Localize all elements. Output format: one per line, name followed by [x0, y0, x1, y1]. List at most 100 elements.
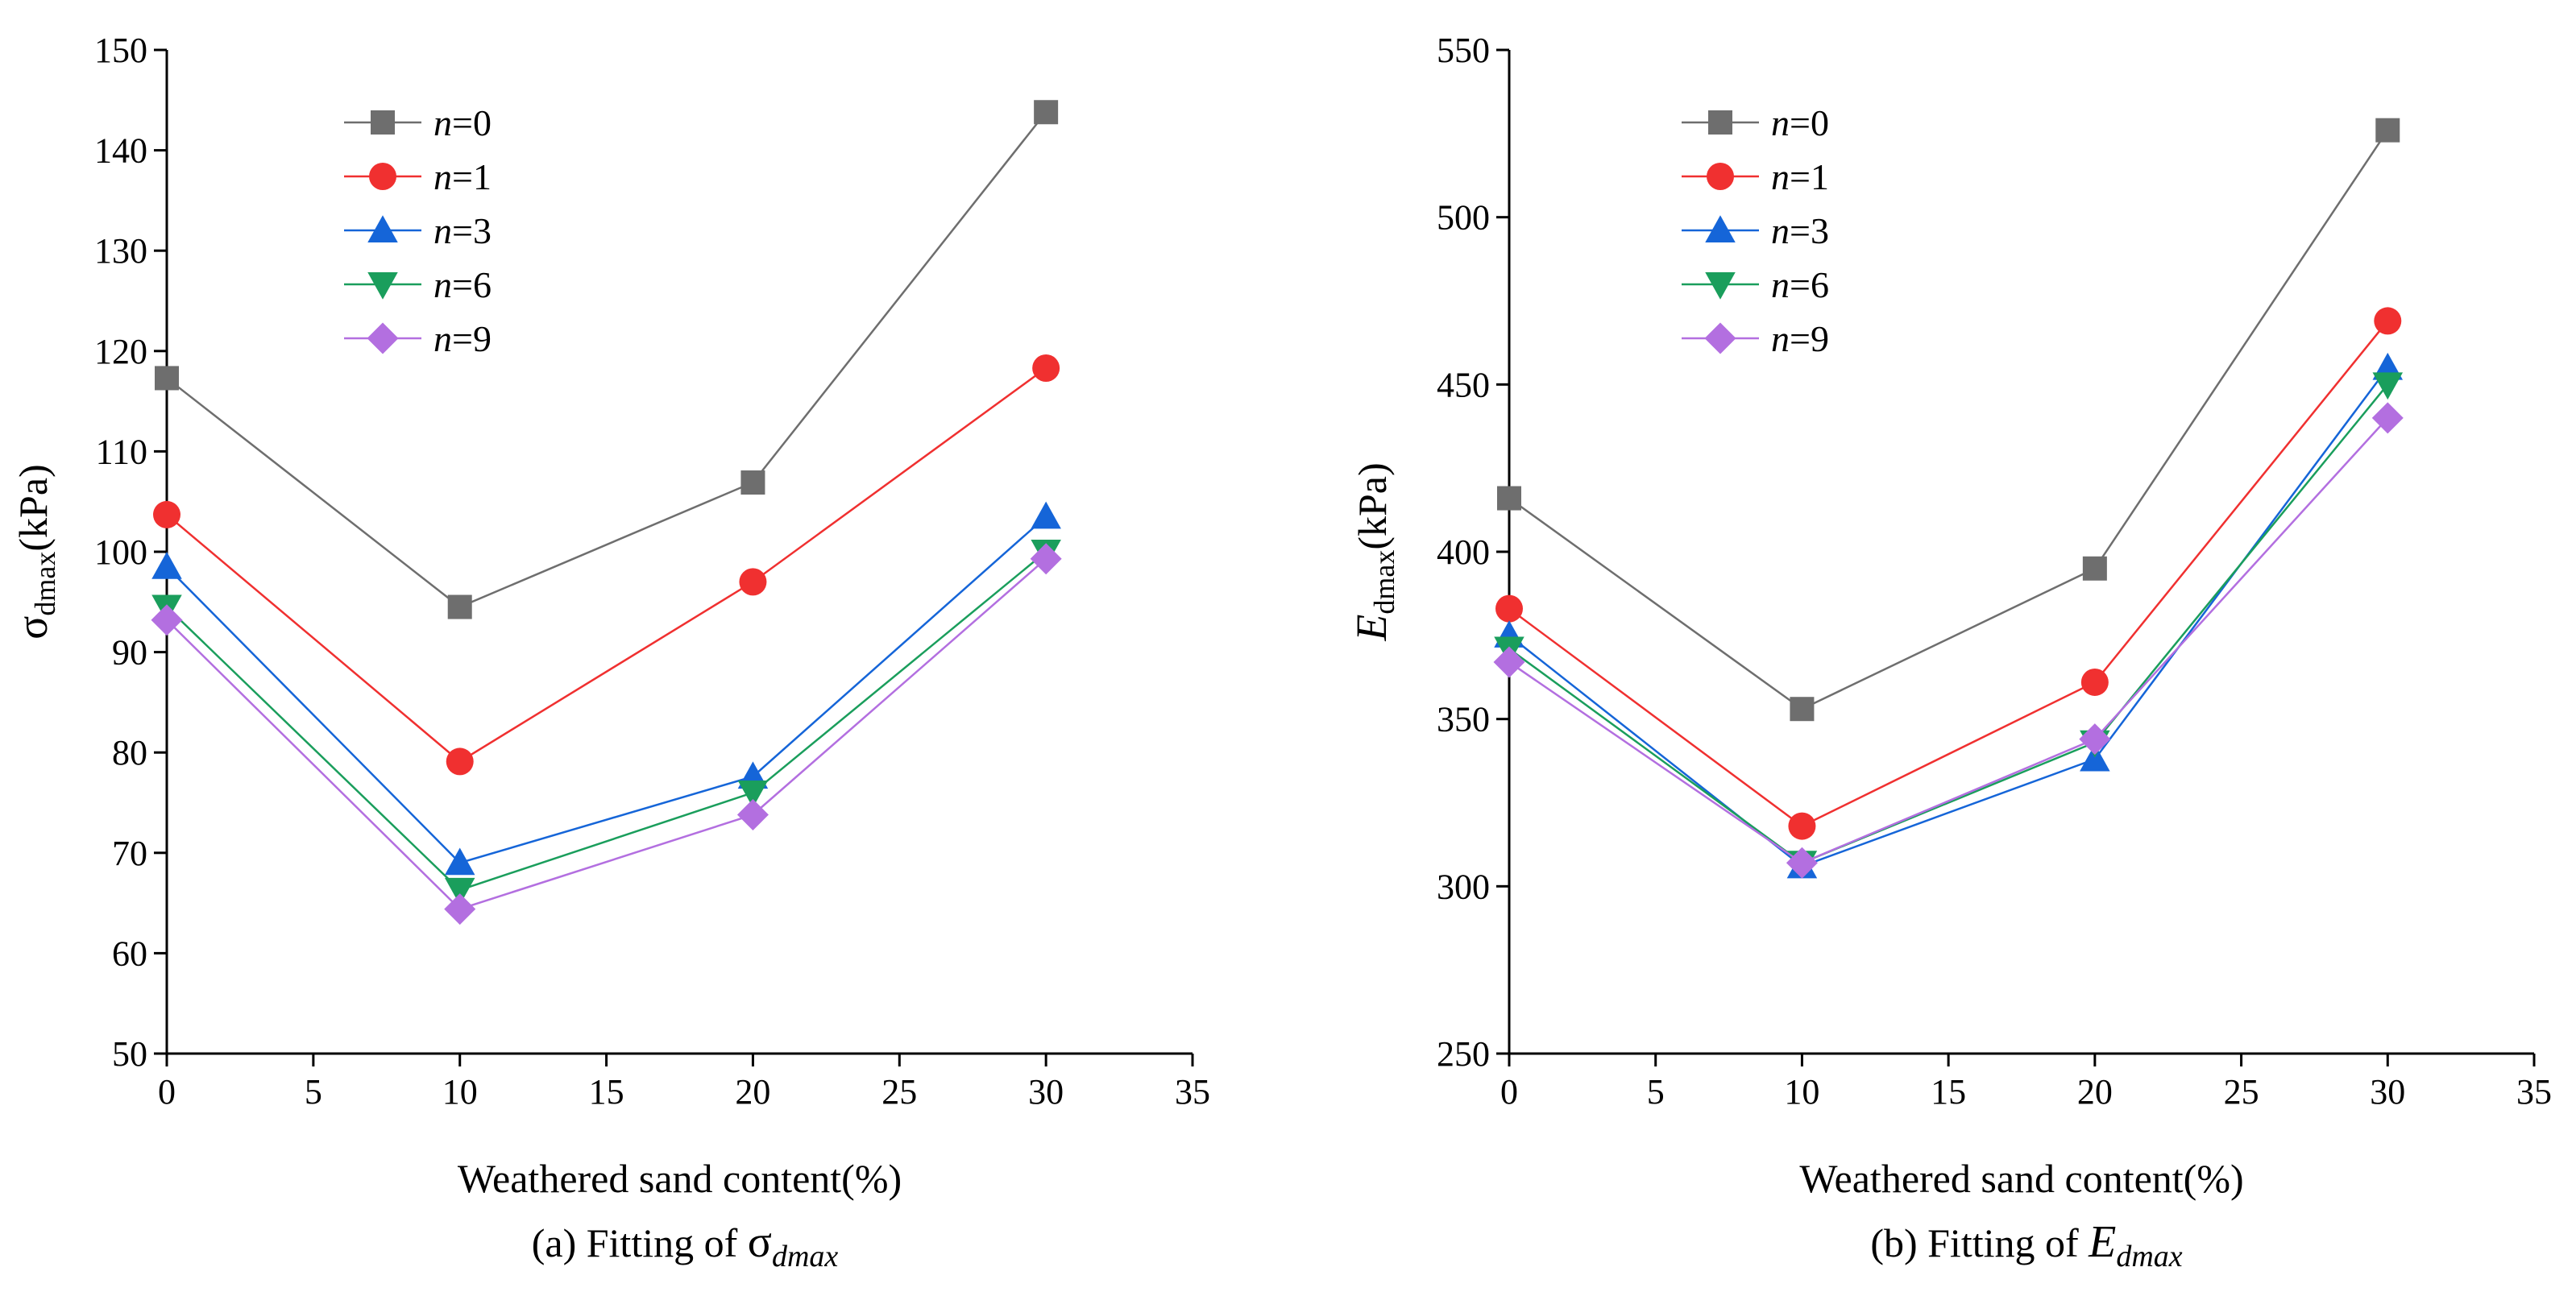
- legend-marker: [1707, 163, 1734, 190]
- legend-label-var: n: [433, 102, 452, 143]
- legend-label: n=0: [1771, 102, 1829, 143]
- y-axis-label-unit: (kPa): [10, 464, 56, 551]
- y-axis-label: Edmax(kPa): [1347, 462, 1400, 641]
- series-line: [1508, 383, 2389, 864]
- series-n6: [1494, 372, 2404, 879]
- chart-a: 0 5 10 15 20 25 30 35 50 60 70 80 90 100 110 120 130 140 1…: [8, 31, 1210, 1273]
- data-point: [1495, 594, 1523, 623]
- legend-label-val: =9: [1790, 318, 1829, 359]
- caption-prefix: (b) Fitting of: [1870, 1220, 2089, 1265]
- legend-item: n=0: [1682, 102, 1829, 143]
- data-point: [739, 568, 767, 596]
- legend-marker: [367, 272, 398, 300]
- legend-item: n=1: [1682, 156, 1829, 197]
- legend-label-var: n: [433, 210, 452, 251]
- series-n9: [1493, 402, 2404, 879]
- x-tick-label: 15: [589, 1072, 624, 1112]
- caption-sub: dmax: [2116, 1240, 2182, 1273]
- data-point: [444, 877, 475, 905]
- x-tick-label: 5: [1647, 1072, 1665, 1112]
- y-tick-label: 300: [1437, 867, 1490, 906]
- legend-label-val: =9: [452, 318, 492, 359]
- data-point: [153, 500, 180, 528]
- x-tick-label: 30: [2370, 1072, 2405, 1112]
- legend-label: n=3: [433, 210, 492, 251]
- x-tick-label: 0: [158, 1072, 176, 1112]
- legend-item: n=3: [344, 210, 492, 251]
- legend-marker: [1705, 215, 1736, 242]
- x-tick-label: 25: [881, 1072, 917, 1112]
- y-axis-label: σdmax(kPa): [8, 464, 61, 639]
- legend-label: n=9: [433, 318, 492, 359]
- series-n1: [1495, 307, 2402, 840]
- y-tick-label: 120: [94, 332, 147, 371]
- legend-item: n=6: [344, 264, 492, 305]
- series-n3: [1494, 352, 2404, 879]
- legend-label-val: =1: [452, 156, 492, 197]
- data-point: [1031, 501, 1061, 529]
- x-tick-label: 15: [1931, 1072, 1966, 1112]
- x-tick-label: 5: [305, 1072, 322, 1112]
- y-tick-label: 500: [1437, 198, 1490, 238]
- data-point: [2080, 668, 2109, 696]
- y-axis-label-unit: (kPa): [1350, 462, 1395, 549]
- series-line: [1508, 366, 2389, 868]
- legend-label-val: =3: [452, 210, 492, 251]
- series-line: [166, 557, 1047, 910]
- y-tick-label: 150: [94, 31, 147, 70]
- data-point: [151, 604, 183, 636]
- y-tick-label: 350: [1437, 700, 1490, 739]
- x-tick-label: 10: [442, 1072, 478, 1112]
- legend-label-var: n: [1771, 318, 1790, 359]
- data-point: [447, 594, 472, 619]
- legend-item: n=3: [1682, 210, 1829, 251]
- series-n0: [1497, 118, 2400, 722]
- legend-marker: [367, 322, 399, 354]
- y-axis-label-sub: dmax: [1368, 550, 1400, 615]
- data-point: [1493, 646, 1525, 678]
- data-point: [1497, 486, 1521, 511]
- series-line: [166, 111, 1047, 608]
- data-point: [1786, 847, 1818, 879]
- series-n6: [151, 540, 1061, 905]
- legend-label: n=3: [1771, 210, 1829, 251]
- x-tick-label: 35: [2516, 1072, 2552, 1112]
- data-point: [1790, 697, 1815, 722]
- y-axis-label-sub: dmax: [29, 552, 61, 616]
- series-n9: [151, 543, 1062, 926]
- legend-label: n=1: [1771, 156, 1829, 197]
- legend-item: n=9: [1682, 318, 1829, 359]
- y-tick-label: 50: [112, 1034, 147, 1074]
- data-point: [1034, 100, 1059, 125]
- data-point: [1030, 543, 1062, 575]
- legend-label-var: n: [433, 264, 452, 305]
- legend-label-val: =0: [1790, 102, 1829, 143]
- legend-item: n=0: [344, 102, 492, 143]
- y-tick-label: 80: [112, 733, 147, 772]
- chart-caption: (b) Fitting of Edmax: [1870, 1217, 2182, 1273]
- caption-sub: dmax: [772, 1240, 838, 1273]
- legend-item: n=9: [344, 318, 492, 359]
- x-tick-label: 0: [1500, 1072, 1518, 1112]
- data-point: [1788, 812, 1816, 840]
- series-line: [166, 516, 1047, 864]
- data-point: [2375, 118, 2400, 143]
- legend-label-var: n: [1771, 264, 1790, 305]
- x-axis-label: Weathered sand content(%): [458, 1156, 902, 1201]
- data-point: [2080, 743, 2110, 772]
- data-point: [446, 747, 474, 776]
- legend-item: n=1: [344, 156, 492, 197]
- series-n1: [153, 354, 1060, 776]
- series-line: [1508, 320, 2389, 828]
- legend-label-var: n: [1771, 210, 1790, 251]
- legend-label-val: =6: [1790, 264, 1829, 305]
- series-line: [1508, 129, 2389, 710]
- y-axis-label-symbol: σ: [8, 616, 56, 640]
- y-tick-label: 90: [112, 633, 147, 673]
- y-tick-label: 450: [1437, 365, 1490, 404]
- legend-label: n=1: [433, 156, 492, 197]
- data-point: [2374, 307, 2402, 335]
- legend-marker: [1708, 110, 1732, 135]
- legend-marker: [1704, 322, 1736, 354]
